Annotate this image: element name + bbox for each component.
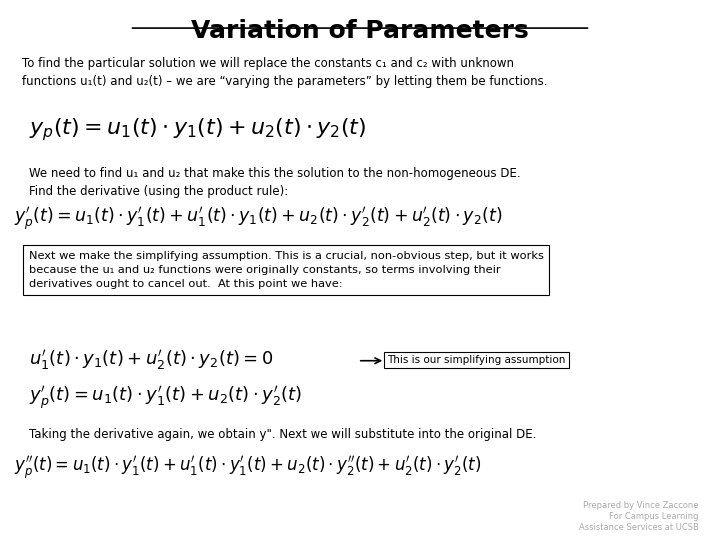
Text: $y_p'(t) = u_1(t) \cdot y_1'(t) + u_2(t) \cdot y_2'(t)$: $y_p'(t) = u_1(t) \cdot y_1'(t) + u_2(t)… bbox=[29, 384, 302, 411]
Text: $y_p''(t) = u_1(t) \cdot y_1'(t) + u_1'(t) \cdot y_1'(t) + u_2(t) \cdot y_2''(t): $y_p''(t) = u_1(t) \cdot y_1'(t) + u_1'(… bbox=[14, 455, 482, 482]
Text: Prepared by Vince Zaccone: Prepared by Vince Zaccone bbox=[583, 501, 698, 510]
Text: Taking the derivative again, we obtain y". Next we will substitute into the orig: Taking the derivative again, we obtain y… bbox=[29, 428, 536, 441]
Text: Assistance Services at UCSB: Assistance Services at UCSB bbox=[579, 523, 698, 532]
Text: Find the derivative (using the product rule):: Find the derivative (using the product r… bbox=[29, 185, 288, 198]
Text: $u_1'(t) \cdot y_1(t) + u_2'(t) \cdot y_2(t) = 0$: $u_1'(t) \cdot y_1(t) + u_2'(t) \cdot y_… bbox=[29, 348, 273, 372]
Text: $y_p'(t) = u_1(t) \cdot y_1'(t) + u_1'(t) \cdot y_1(t) + u_2(t) \cdot y_2'(t) + : $y_p'(t) = u_1(t) \cdot y_1'(t) + u_1'(t… bbox=[14, 206, 503, 233]
Text: For Campus Learning: For Campus Learning bbox=[609, 512, 698, 521]
Text: Variation of Parameters: Variation of Parameters bbox=[191, 19, 529, 43]
Text: This is our simplifying assumption: This is our simplifying assumption bbox=[387, 355, 566, 365]
Text: Next we make the simplifying assumption. This is a crucial, non-obvious step, bu: Next we make the simplifying assumption.… bbox=[29, 251, 544, 289]
Text: We need to find u₁ and u₂ that make this the solution to the non-homogeneous DE.: We need to find u₁ and u₂ that make this… bbox=[29, 167, 521, 180]
Text: To find the particular solution we will replace the constants c₁ and c₂ with unk: To find the particular solution we will … bbox=[22, 57, 547, 87]
Text: $y_p(t) = u_1(t) \cdot y_1(t) + u_2(t) \cdot y_2(t)$: $y_p(t) = u_1(t) \cdot y_1(t) + u_2(t) \… bbox=[29, 116, 366, 143]
